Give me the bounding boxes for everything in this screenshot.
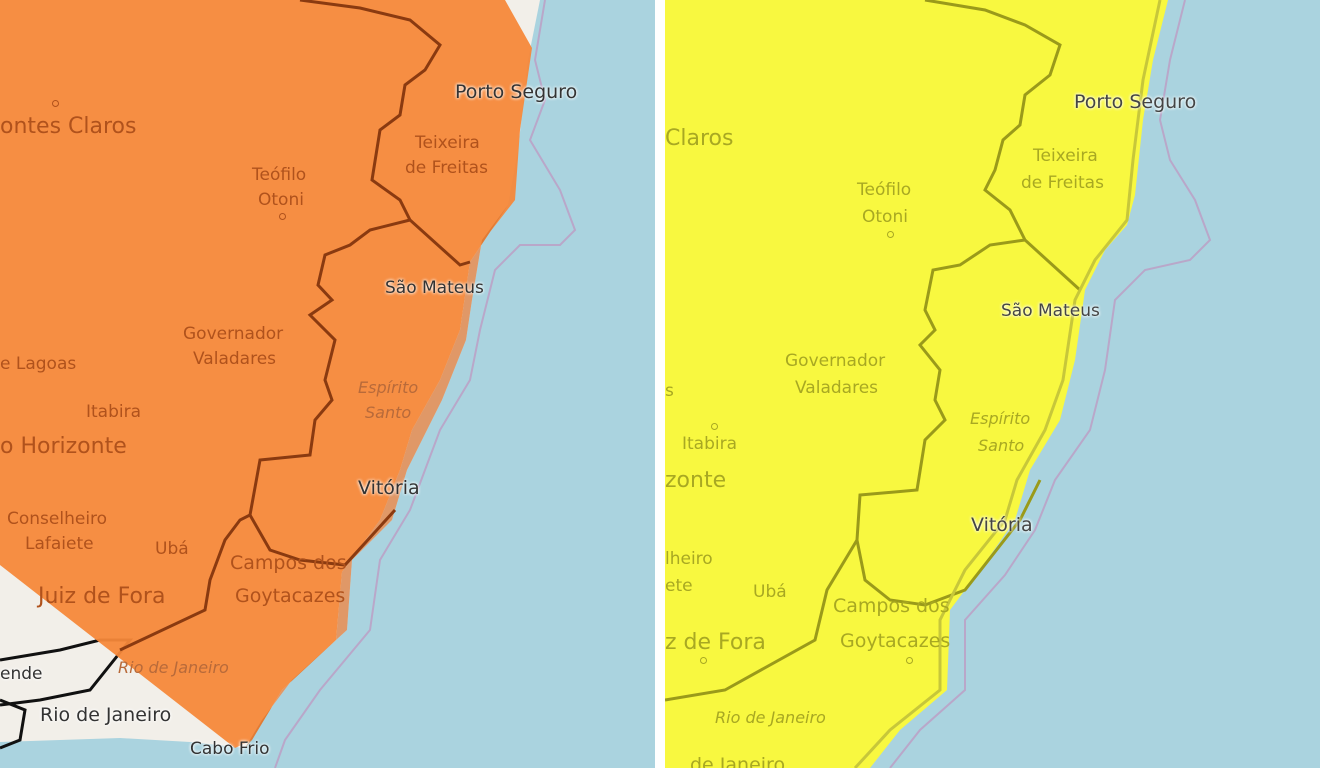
state-label-espirito: Espírito: [970, 409, 1031, 428]
city-label-teofilo: Teófilo: [252, 165, 307, 185]
orange-alert-area: [0, 0, 532, 748]
state-label-rio-de-janeiro: Rio de Janeiro: [118, 658, 229, 677]
city-label-belo-horizonte: zonte: [665, 468, 727, 493]
coastline-shelf: [274, 0, 577, 768]
city-label-goytacazes: Goytacazes: [235, 585, 346, 607]
city-label-porto-seguro: Porto Seguro: [455, 81, 578, 103]
city-label-lagoas: e Lagoas: [0, 354, 77, 374]
city-label-porto-seguro: Porto Seguro: [1074, 91, 1197, 113]
city-marker: [700, 657, 707, 664]
city-label-lafaiete: ete: [665, 576, 693, 596]
city-label-otoni: Otoni: [258, 190, 304, 210]
city-label-lagoas: s: [665, 381, 674, 401]
city-label-otoni: Otoni: [862, 207, 908, 227]
state-label-espirito: Espírito: [358, 378, 419, 397]
city-label-sao-mateus: São Mateus: [385, 278, 484, 298]
map-canvas: [0, 0, 577, 768]
city-marker: [52, 100, 59, 107]
city-label-cabo-frio: Cabo Frio: [190, 739, 270, 759]
city-label-campos: Campos dos: [833, 595, 950, 617]
coastline-shelf: [889, 0, 1212, 768]
city-label-vitoria: Vitória: [971, 514, 1033, 536]
map-panel-orange-alert[interactable]: Porto Seguro ontes Claros Teixeira de Fr…: [0, 0, 655, 768]
city-label-teofilo: Teófilo: [857, 180, 912, 200]
state-label-santo: Santo: [978, 436, 1025, 455]
city-label-itabira: Itabira: [86, 402, 142, 422]
yellow-alert-area: [665, 0, 1168, 768]
city-label-vitoria: Vitória: [358, 477, 420, 499]
city-label-governador: Governador: [785, 351, 886, 371]
city-label-itabira: Itabira: [682, 434, 738, 454]
city-label-montes-claros: Claros: [665, 126, 734, 151]
rio-bay-outline: [0, 698, 27, 750]
state-border-mg-es: [665, 238, 1026, 702]
city-label-juiz-de-fora: z de Fora: [665, 630, 766, 655]
city-label-governador: Governador: [183, 324, 284, 344]
state-label-santo: Santo: [365, 403, 412, 422]
city-label-conselheiro: Conselheiro: [7, 509, 108, 529]
city-label-teixeira: Teixeira: [1033, 146, 1098, 166]
city-label-resende: ende: [0, 664, 43, 684]
city-label-de-freitas: de Freitas: [1021, 173, 1104, 193]
city-marker: [711, 423, 718, 430]
city-label-montes-claros: ontes Claros: [0, 114, 137, 139]
city-marker: [279, 213, 286, 220]
city-label-sao-mateus: São Mateus: [1001, 301, 1100, 321]
city-label-valadares: Valadares: [193, 349, 277, 369]
city-label-conselheiro: lheiro: [665, 549, 713, 569]
city-label-valadares: Valadares: [795, 378, 879, 398]
city-label-rio-de-janeiro: de Janeiro: [690, 754, 786, 768]
state-border-mg-ba: [924, 0, 1082, 292]
city-label-de-freitas: de Freitas: [405, 158, 488, 178]
map-panel-yellow-alert[interactable]: Porto Seguro Claros Teixeira de Freitas …: [665, 0, 1320, 768]
city-label-uba: Ubá: [753, 582, 787, 602]
state-border-mg-es: [119, 218, 411, 652]
map-canvas: [665, 0, 1212, 768]
city-label-campos: Campos dos: [230, 552, 347, 574]
panel-divider: [655, 0, 665, 768]
city-label-belo-horizonte: o Horizonte: [0, 434, 127, 459]
city-label-rio-de-janeiro: Rio de Janeiro: [40, 704, 172, 726]
state-label-rio-de-janeiro: Rio de Janeiro: [715, 708, 826, 727]
city-label-goytacazes: Goytacazes: [840, 630, 951, 652]
coastline: [853, 0, 1162, 768]
city-marker: [906, 657, 913, 664]
state-border-es-rj: [855, 479, 1042, 607]
state-border-es-rj: [248, 508, 397, 567]
city-label-lafaiete: Lafaiete: [25, 534, 94, 554]
city-label-teixeira: Teixeira: [415, 133, 480, 153]
city-marker: [887, 231, 894, 238]
city-label-juiz-de-fora: Juiz de Fora: [38, 584, 166, 609]
city-label-uba: Ubá: [155, 539, 189, 559]
